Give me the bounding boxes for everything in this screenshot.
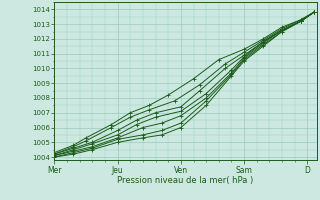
X-axis label: Pression niveau de la mer( hPa ): Pression niveau de la mer( hPa ) <box>117 176 254 185</box>
